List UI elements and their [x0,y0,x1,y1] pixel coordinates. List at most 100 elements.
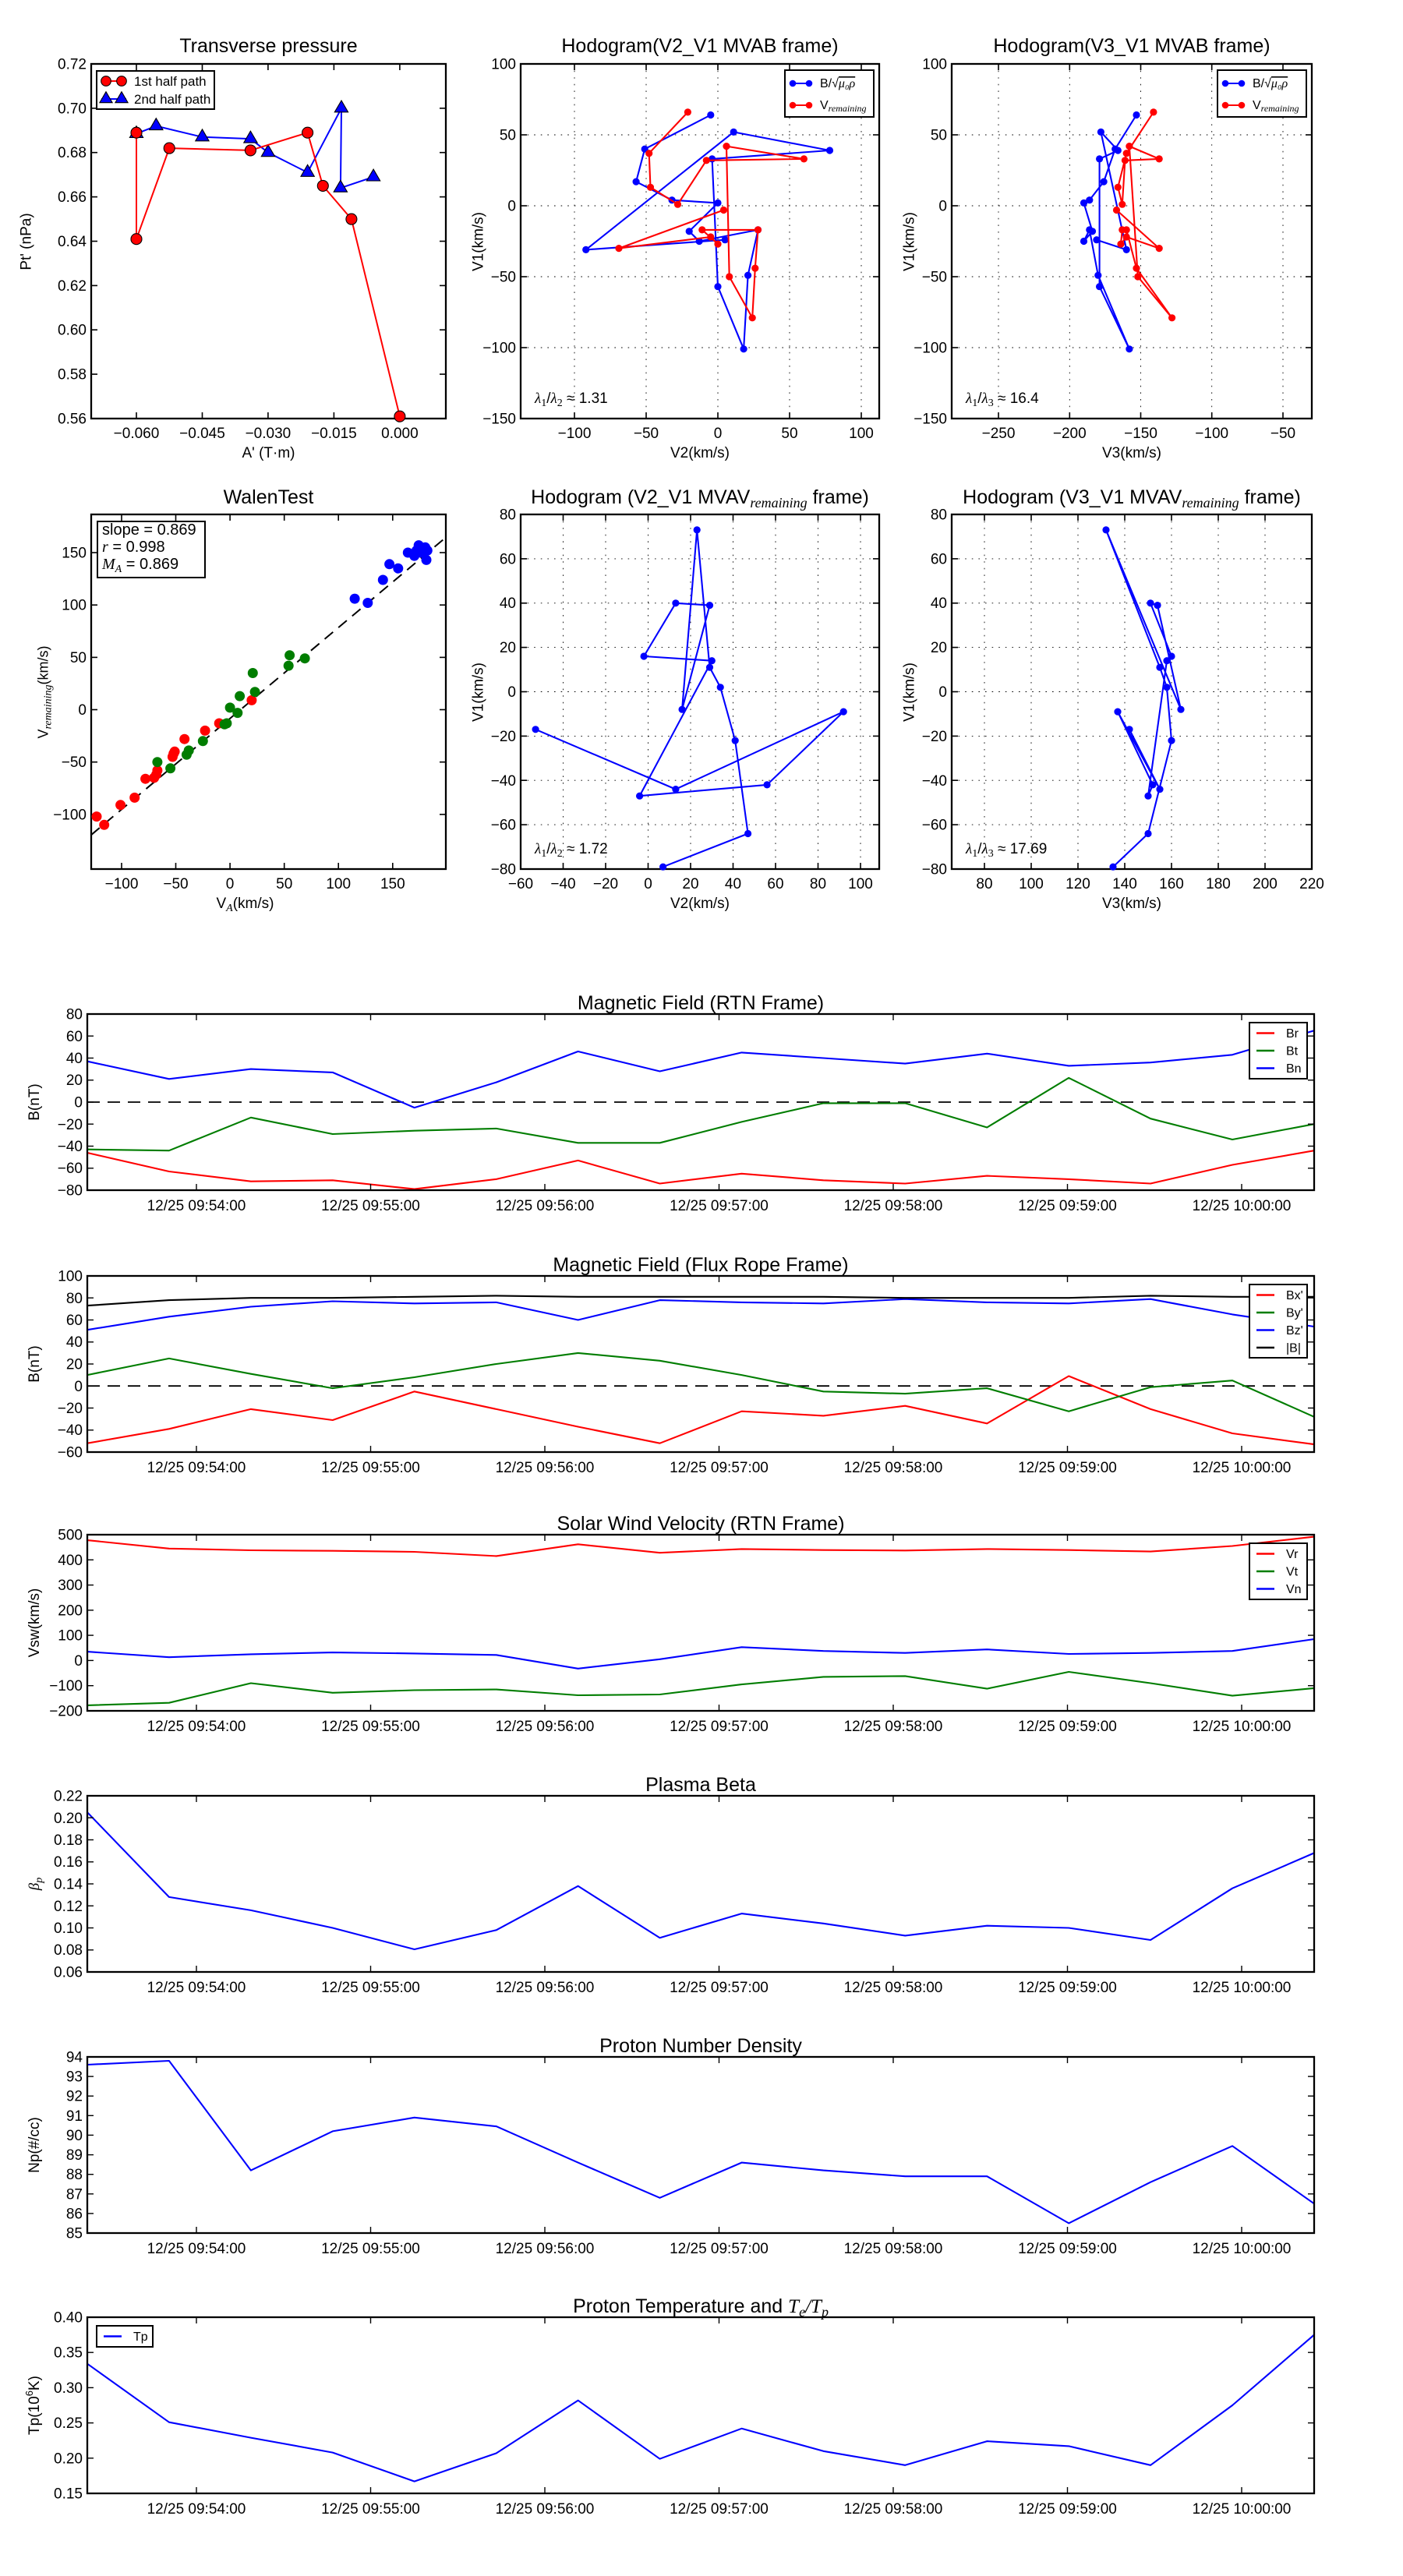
svg-text:50: 50 [70,650,87,666]
svg-text:VA(km/s): VA(km/s) [216,896,274,914]
svg-text:0.35: 0.35 [54,2345,83,2362]
svg-text:12/25 09:58:00: 12/25 09:58:00 [844,2241,943,2257]
svg-text:−60: −60 [922,818,947,834]
svg-text:0.10: 0.10 [54,1921,83,1937]
svg-text:20: 20 [500,640,516,656]
svg-text:−40: −40 [58,1422,83,1439]
svg-text:12/25 09:54:00: 12/25 09:54:00 [147,2501,246,2518]
svg-text:Vremaining: Vremaining [820,99,867,114]
svg-text:80: 80 [500,507,516,524]
svg-text:40: 40 [66,1051,83,1067]
svg-text:−200: −200 [1053,426,1087,442]
svg-text:150: 150 [380,876,405,892]
svg-text:0: 0 [226,876,235,892]
svg-text:0: 0 [714,426,723,442]
svg-text:12/25 09:58:00: 12/25 09:58:00 [844,2501,943,2518]
svg-text:−20: −20 [922,729,947,745]
svg-text:Proton Temperature and Te/Tp: Proton Temperature and Te/Tp [573,2295,829,2320]
svg-text:12/25 09:54:00: 12/25 09:54:00 [147,1980,246,1996]
svg-text:0.25: 0.25 [54,2415,83,2432]
svg-text:−50: −50 [634,426,659,442]
svg-text:Solar Wind Velocity (RTN Frame: Solar Wind Velocity (RTN Frame) [557,1513,844,1535]
svg-text:12/25 10:00:00: 12/25 10:00:00 [1193,1198,1292,1214]
svg-text:12/25 09:56:00: 12/25 09:56:00 [496,1719,595,1735]
svg-text:40: 40 [931,595,947,612]
svg-text:100: 100 [58,1269,83,1285]
svg-text:12/25 09:56:00: 12/25 09:56:00 [496,1198,595,1214]
svg-text:1st half path: 1st half path [134,74,207,89]
svg-text:12/25 09:59:00: 12/25 09:59:00 [1018,1460,1117,1476]
svg-text:12/25 09:56:00: 12/25 09:56:00 [496,2241,595,2257]
svg-text:−0.045: −0.045 [179,426,225,442]
svg-text:94: 94 [66,2050,83,2066]
svg-text:12/25 09:59:00: 12/25 09:59:00 [1018,2241,1117,2257]
svg-text:180: 180 [1206,876,1231,892]
svg-text:0: 0 [644,876,652,892]
svg-text:0.12: 0.12 [54,1899,83,1915]
svg-text:Br: Br [1286,1027,1299,1041]
svg-text:Bt: Bt [1286,1045,1299,1058]
svg-text:A' (T·m): A' (T·m) [242,445,295,461]
svg-text:50: 50 [781,426,797,442]
svg-text:20: 20 [66,1072,83,1089]
svg-text:80: 80 [931,507,947,524]
svg-text:λ1/λ3 ≈ 16.4: λ1/λ3 ≈ 16.4 [965,390,1039,409]
svg-text:−0.015: −0.015 [311,426,357,442]
svg-text:|B|: |B| [1286,1342,1301,1355]
svg-text:160: 160 [1159,876,1184,892]
svg-text:50: 50 [500,128,516,144]
svg-text:60: 60 [500,551,516,567]
svg-text:0.60: 0.60 [58,323,87,339]
svg-text:B(nT): B(nT) [27,1345,43,1383]
svg-text:−50: −50 [491,270,516,286]
svg-text:12/25 09:57:00: 12/25 09:57:00 [670,2241,769,2257]
svg-text:Vt: Vt [1286,1566,1299,1579]
svg-text:60: 60 [767,876,783,892]
svg-text:Transverse pressure: Transverse pressure [179,35,357,57]
svg-text:−60: −60 [58,1445,83,1461]
svg-text:B/√μ₀ρ: B/√μ₀ρ [820,77,856,90]
svg-text:20: 20 [682,876,698,892]
svg-text:87: 87 [66,2186,83,2203]
svg-text:400: 400 [58,1553,83,1569]
svg-text:0.000: 0.000 [381,426,419,442]
svg-text:0: 0 [938,199,947,215]
svg-text:0.20: 0.20 [54,1811,83,1827]
svg-text:−150: −150 [482,412,516,428]
svg-text:V1(km/s): V1(km/s) [902,663,918,722]
svg-text:Vr: Vr [1286,1548,1299,1561]
svg-text:300: 300 [58,1578,83,1594]
svg-text:0.66: 0.66 [58,189,87,206]
svg-text:−20: −20 [58,1401,83,1417]
svg-text:2nd half path: 2nd half path [134,92,210,107]
svg-text:Bn: Bn [1286,1062,1302,1076]
svg-text:89: 89 [66,2147,83,2164]
svg-text:βp: βp [27,1878,45,1891]
svg-text:Tp(106K): Tp(106K) [23,2376,43,2435]
svg-text:Hodogram (V3_V1 MVAVremaining: Hodogram (V3_V1 MVAVremaining frame) [963,486,1301,511]
svg-text:12/25 10:00:00: 12/25 10:00:00 [1193,2501,1292,2518]
svg-text:12/25 09:58:00: 12/25 09:58:00 [844,1719,943,1735]
svg-text:20: 20 [66,1357,83,1373]
svg-text:−50: −50 [62,754,87,771]
svg-text:−60: −60 [491,818,516,834]
svg-text:−150: −150 [1124,426,1157,442]
svg-text:−80: −80 [491,862,516,878]
svg-text:Hodogram(V3_V1 MVAB frame): Hodogram(V3_V1 MVAB frame) [993,35,1270,57]
svg-text:0.22: 0.22 [54,1789,83,1805]
svg-text:B/√μ₀ρ: B/√μ₀ρ [1253,77,1288,90]
svg-text:Proton Number Density: Proton Number Density [599,2035,802,2057]
svg-text:−100: −100 [558,426,592,442]
svg-text:Bz': Bz' [1286,1324,1303,1337]
svg-text:88: 88 [66,2167,83,2183]
svg-text:60: 60 [931,551,947,567]
svg-text:Plasma Beta: Plasma Beta [645,1774,756,1796]
svg-text:0.15: 0.15 [54,2486,83,2503]
svg-text:100: 100 [849,426,874,442]
svg-text:MA = 0.869: MA = 0.869 [101,556,178,575]
svg-text:0: 0 [74,1653,83,1670]
svg-text:r = 0.998: r = 0.998 [102,539,165,556]
svg-text:−250: −250 [982,426,1016,442]
svg-text:200: 200 [1253,876,1278,892]
svg-text:−40: −40 [58,1139,83,1155]
